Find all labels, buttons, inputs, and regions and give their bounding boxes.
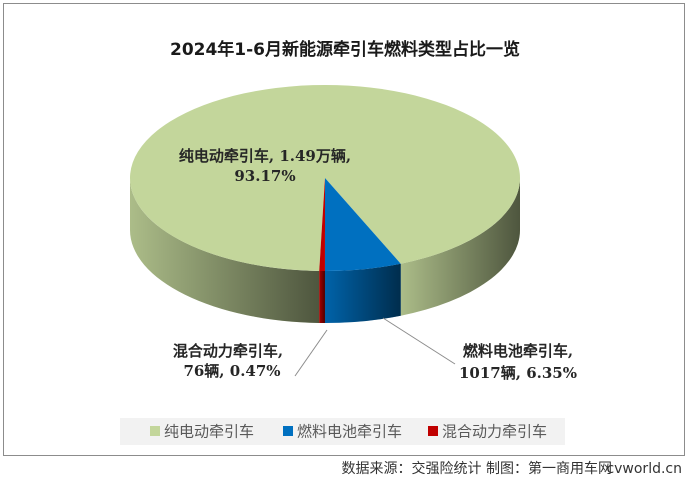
data-label: 燃料电池牵引车, [463,342,573,360]
slice [129,84,520,271]
legend-swatch [428,426,438,436]
pie [129,84,520,323]
slice-side-shade [319,270,325,323]
leader-line [382,317,456,365]
slice [319,178,325,271]
data-label: 1017辆, 6.35% [459,364,577,382]
source: 数据来源：交强险统计 制图：第一商用车网 [342,460,612,477]
legend [120,418,565,445]
slice-side-shade [400,178,520,316]
data-label: 93.17% [234,167,295,185]
slice-side-shade [130,178,320,323]
legend-swatch [283,426,293,436]
legend-swatch [150,426,160,436]
leader-line [294,329,328,377]
watermark: cvworld.cn [606,461,682,477]
slice-side-shade [324,263,401,323]
legend-label: 燃料电池牵引车 [297,423,402,441]
slice [324,178,401,271]
data-label: 混合动力牵引车, [173,342,283,360]
chart-title: 2024年1-6月新能源牵引车燃料类型占比一览 [170,39,520,60]
data-label: 纯电动牵引车, 1.49万辆, [179,147,351,165]
legend-label: 纯电动牵引车 [164,423,254,441]
data-label: 76辆, 0.47% [183,362,280,380]
legend-items: 纯电动牵引车 燃料电池牵引车 混合动力牵引车 [150,423,547,441]
legend-label: 混合动力牵引车 [442,423,547,441]
